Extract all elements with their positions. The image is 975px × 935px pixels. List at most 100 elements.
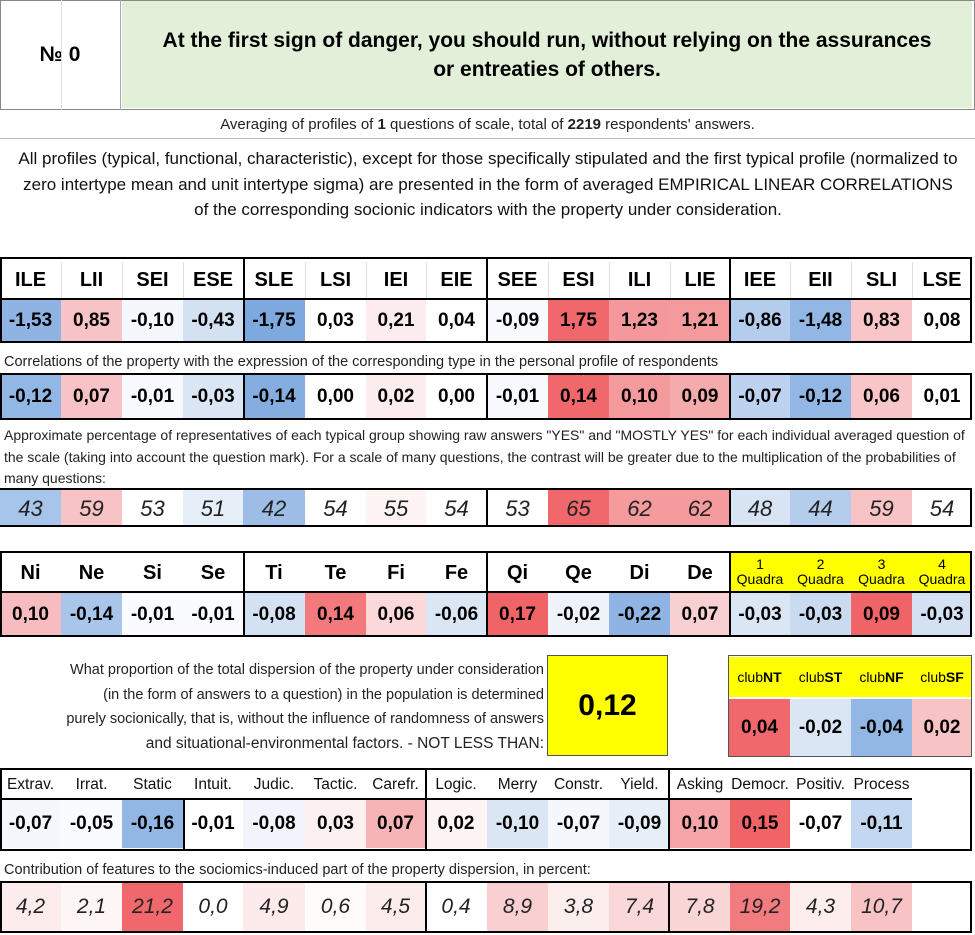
type-label: EIE bbox=[440, 268, 473, 291]
feature-value: -0,05 bbox=[69, 813, 114, 834]
contribution-cell: 7,8 bbox=[670, 883, 730, 931]
percentage-value-cell: 62 bbox=[609, 490, 670, 527]
correlation-value: 0,10 bbox=[621, 385, 658, 407]
quadra-label-cell: 3 Quadra bbox=[851, 553, 912, 591]
function-label-cell: Ne bbox=[61, 556, 122, 590]
function-label-cell: Qe bbox=[548, 556, 609, 590]
percentage-value: 54 bbox=[323, 495, 348, 521]
club-value: -0,02 bbox=[798, 716, 843, 738]
quadra-value: -0,03 bbox=[738, 603, 782, 625]
feature-label-cell: Irrat. bbox=[61, 772, 122, 798]
feature-label: Intuit. bbox=[194, 776, 232, 793]
contribution-cell: 8,9 bbox=[487, 883, 548, 931]
club-label-cell: club SF bbox=[912, 657, 972, 697]
club-label-prefix: club bbox=[859, 669, 885, 685]
header-number-cell: № 0 bbox=[0, 0, 121, 110]
correlation-value: 0,14 bbox=[560, 385, 597, 407]
function-value-cell: 0,14 bbox=[305, 593, 366, 636]
feature-label-cell: Static bbox=[122, 772, 183, 798]
feature-value: -0,01 bbox=[191, 813, 235, 834]
percentage-value-cell: 54 bbox=[426, 490, 487, 527]
correlation-value-cell: 0,01 bbox=[912, 375, 972, 418]
quadra-number: 3 bbox=[877, 556, 886, 572]
type-label: ESI bbox=[562, 268, 595, 291]
feature-label: Democr. bbox=[731, 776, 789, 793]
quadra-value-cell: -0,03 bbox=[912, 593, 972, 636]
typical-value: 0,85 bbox=[73, 310, 110, 331]
contribution-cell: 21,2 bbox=[122, 883, 183, 931]
type-label-cell: SEE bbox=[487, 262, 548, 298]
percentage-value: 54 bbox=[444, 495, 469, 521]
function-value: 0,06 bbox=[377, 603, 415, 625]
type-label-cell: IEI bbox=[366, 262, 426, 298]
type-label-cell: ESI bbox=[548, 262, 609, 298]
contribution-value: 19,2 bbox=[739, 895, 781, 918]
feature-value: -0,16 bbox=[130, 813, 175, 834]
feature-label: Tactic. bbox=[313, 776, 358, 793]
feature-value: -0,11 bbox=[860, 813, 903, 834]
function-label: Ti bbox=[265, 561, 283, 584]
percentage-value-cell: 55 bbox=[366, 490, 426, 527]
typical-value-cell: -0,09 bbox=[487, 300, 548, 342]
dispersion-note: What proportion of the total dispersion … bbox=[66, 662, 544, 752]
contribution-value: 4,2 bbox=[15, 895, 46, 918]
contribution-value: 21,2 bbox=[132, 895, 173, 918]
function-label: Di bbox=[629, 561, 650, 584]
quadra-number: 4 bbox=[938, 556, 946, 572]
correlation-value: 0,02 bbox=[377, 385, 415, 407]
percentage-value: 59 bbox=[869, 495, 894, 521]
type-label-cell: ESE bbox=[183, 262, 243, 298]
type-label: IEI bbox=[383, 268, 409, 291]
typical-value: -1,48 bbox=[798, 310, 843, 331]
feature-label: Extrav. bbox=[6, 776, 55, 793]
contribution-cell: 19,2 bbox=[730, 883, 790, 931]
percentage-value-cell: 42 bbox=[243, 490, 305, 527]
percentage-value: 42 bbox=[261, 495, 287, 521]
typical-value: 0,21 bbox=[377, 310, 415, 331]
function-value-cell: -0,08 bbox=[243, 593, 305, 636]
function-label-cell: Fe bbox=[426, 556, 487, 590]
function-label-cell: Ti bbox=[243, 556, 305, 590]
percentage-value: 51 bbox=[200, 495, 226, 521]
correlation-value: -0,07 bbox=[738, 385, 782, 407]
quadra-label: Quadra bbox=[797, 571, 844, 587]
feature-label: Static bbox=[133, 776, 172, 793]
function-value-cell: -0,01 bbox=[183, 593, 243, 636]
percentage-value-cell: 59 bbox=[851, 490, 912, 527]
typical-value-cell: 0,83 bbox=[851, 300, 912, 342]
quadra-value-cell: -0,03 bbox=[790, 593, 851, 636]
quadra-label-cell: 1 Quadra bbox=[730, 553, 790, 591]
percentage-value-cell: 59 bbox=[61, 490, 122, 527]
percentage-value: 55 bbox=[383, 495, 409, 521]
correlation-value-cell: 0,07 bbox=[61, 375, 122, 418]
function-value-cell: -0,22 bbox=[609, 593, 670, 636]
correlation-value: 0,00 bbox=[317, 385, 354, 407]
feature-value: 0,03 bbox=[317, 813, 354, 834]
feature-value-cell: 0,02 bbox=[425, 800, 487, 848]
correlation-value: -0,14 bbox=[252, 385, 296, 407]
typical-value-cell: -1,75 bbox=[243, 300, 305, 342]
club-label-code: NF bbox=[885, 669, 904, 685]
club-value-cell: 0,02 bbox=[912, 699, 972, 756]
function-label: Si bbox=[143, 561, 162, 584]
correlation-value: 0,07 bbox=[73, 385, 110, 407]
correlation-value-cell: -0,14 bbox=[243, 375, 305, 418]
feature-label-cell: Asking bbox=[670, 772, 730, 798]
typical-value: -0,09 bbox=[495, 310, 540, 331]
function-value: -0,01 bbox=[130, 603, 175, 625]
type-label: LSI bbox=[319, 268, 352, 291]
type-label-cell: ILE bbox=[0, 262, 61, 298]
percentage-value: 54 bbox=[929, 495, 955, 521]
correlation-value-cell: 0,02 bbox=[366, 375, 426, 418]
type-label-cell: LII bbox=[61, 262, 122, 298]
contribution-value: 10,7 bbox=[861, 895, 902, 918]
percentage-value-cell: 51 bbox=[183, 490, 243, 527]
contribution-cell: 0,6 bbox=[305, 883, 366, 931]
typical-value-cell: -0,43 bbox=[183, 300, 243, 342]
contribution-cell: 3,8 bbox=[548, 883, 609, 931]
typical-value: 0,04 bbox=[438, 310, 475, 331]
feature-value: 0,02 bbox=[437, 813, 475, 834]
percentage-value-cell: 62 bbox=[670, 490, 730, 527]
correlation-value-cell: 0,10 bbox=[609, 375, 670, 418]
feature-value-cell: -0,07 bbox=[790, 800, 851, 848]
